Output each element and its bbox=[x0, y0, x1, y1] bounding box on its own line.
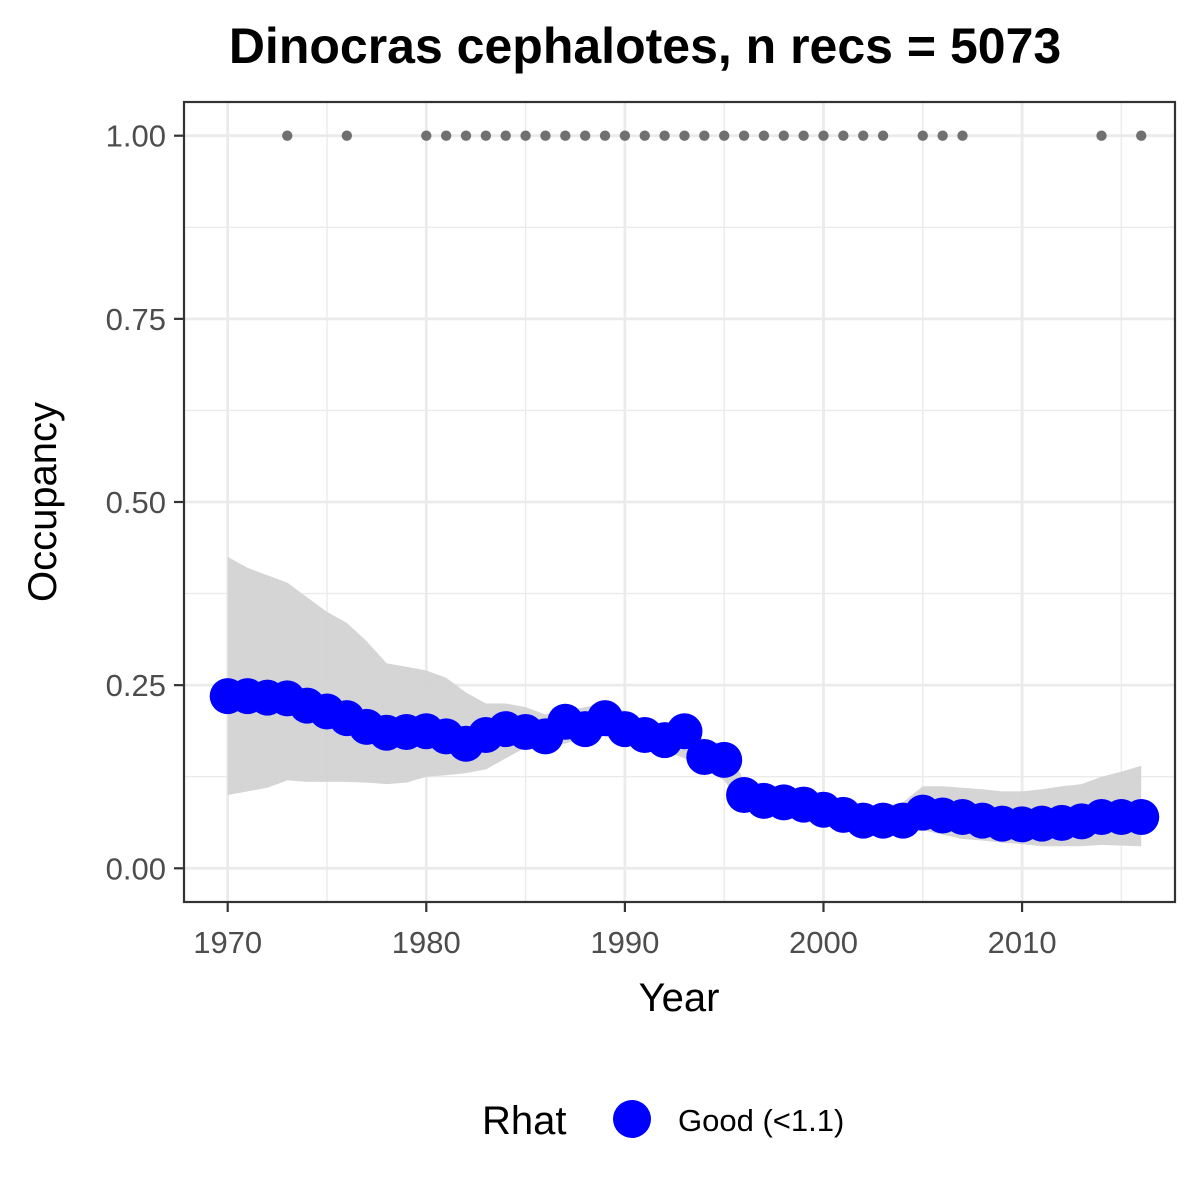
record-point bbox=[421, 130, 432, 141]
record-point bbox=[738, 130, 750, 141]
record-point bbox=[460, 130, 472, 141]
occupancy-point bbox=[706, 741, 743, 778]
x-axis-title: Year bbox=[639, 976, 720, 1020]
record-point bbox=[480, 130, 492, 141]
grid-lines bbox=[184, 102, 1175, 902]
y-axis-title: Occupancy bbox=[21, 402, 65, 602]
record-point bbox=[818, 130, 829, 141]
legend: Rhat Good (<1.1) bbox=[482, 1099, 844, 1143]
record-point bbox=[619, 130, 631, 141]
record-point bbox=[500, 130, 511, 141]
record-point bbox=[838, 130, 849, 141]
chart-title: Dinocras cephalotes, n recs = 5073 bbox=[229, 18, 1061, 74]
record-point bbox=[639, 130, 650, 141]
record-point bbox=[917, 130, 928, 141]
record-point bbox=[1136, 130, 1147, 141]
ribbon-area bbox=[227, 556, 1142, 847]
record-point bbox=[579, 130, 591, 141]
record-point bbox=[341, 130, 353, 141]
record-point bbox=[679, 130, 690, 141]
record-years-points bbox=[282, 130, 1147, 141]
x-tick-label: 2010 bbox=[988, 925, 1057, 960]
occupancy-points bbox=[209, 678, 1160, 843]
record-point bbox=[718, 130, 730, 141]
y-tick-label: 0.50 bbox=[106, 485, 166, 520]
axes: 0.00 0.25 0.50 0.75 1.00 1970 1980 1990 2000 2010 bbox=[106, 119, 1057, 960]
y-tick-label: 0.00 bbox=[106, 851, 166, 886]
record-point bbox=[659, 130, 670, 141]
record-point bbox=[1096, 130, 1107, 141]
record-point bbox=[758, 130, 770, 141]
record-point bbox=[282, 130, 293, 141]
record-point bbox=[877, 130, 889, 141]
record-point bbox=[858, 130, 869, 141]
x-tick-label: 2000 bbox=[789, 925, 858, 960]
legend-key-good bbox=[613, 1100, 651, 1138]
record-point bbox=[778, 130, 789, 141]
y-tick-label: 1.00 bbox=[106, 119, 166, 154]
x-tick-label: 1990 bbox=[590, 925, 659, 960]
legend-label-good: Good (<1.1) bbox=[678, 1103, 844, 1138]
record-point bbox=[560, 130, 571, 141]
record-point bbox=[798, 130, 809, 141]
occupancy-point bbox=[666, 713, 703, 750]
record-point bbox=[440, 130, 452, 141]
record-point bbox=[937, 130, 948, 141]
credible-interval-ribbon bbox=[227, 556, 1142, 847]
record-point bbox=[599, 130, 611, 141]
record-point bbox=[540, 130, 551, 141]
legend-title: Rhat bbox=[482, 1099, 567, 1143]
record-point bbox=[957, 130, 968, 141]
record-point bbox=[520, 130, 531, 141]
x-tick-label: 1980 bbox=[392, 925, 461, 960]
y-tick-label: 0.75 bbox=[106, 302, 166, 337]
record-point bbox=[699, 130, 710, 141]
x-tick-label: 1970 bbox=[193, 925, 262, 960]
occupancy-point bbox=[1123, 799, 1160, 836]
y-tick-label: 0.25 bbox=[106, 668, 166, 703]
